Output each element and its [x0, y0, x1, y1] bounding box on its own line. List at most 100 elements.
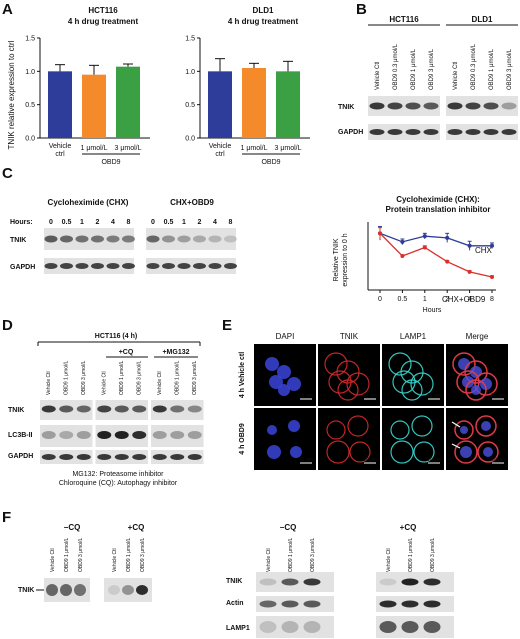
- micrograph-panel: [382, 408, 444, 470]
- tnik-band: [97, 405, 112, 413]
- tnik-band: [405, 102, 421, 110]
- y-tick-label: 0.5: [25, 102, 35, 109]
- gapdh-band: [59, 454, 74, 460]
- row-label: LC3B-II: [8, 432, 33, 439]
- gapdh-band: [41, 454, 56, 460]
- micrograph-panel: [254, 408, 316, 470]
- row-label: 4 h Vehicle ctl: [239, 352, 246, 398]
- row-label: GAPDH: [338, 129, 363, 136]
- lane-label: OBD9 3 μmol/L: [310, 537, 316, 572]
- gapdh-band: [60, 263, 73, 269]
- blot-group-label: Cycloheximide (CHX): [48, 198, 129, 207]
- blot-membrane: [446, 96, 518, 116]
- data-point: [467, 243, 472, 248]
- gapdh-band: [483, 129, 499, 135]
- chart-subtitle: Protein translation inhibitor: [386, 205, 491, 214]
- actin-band: [281, 600, 299, 608]
- tnik-band: [259, 578, 277, 586]
- gapdh-band: [152, 454, 167, 460]
- hour-label: 2: [198, 219, 202, 226]
- gapdh-band: [224, 263, 237, 269]
- lane-label: Vehicle Ctl: [375, 62, 381, 90]
- tnik-band: [447, 102, 463, 110]
- scale-label: 10 μm: [491, 457, 505, 463]
- gapdh-band: [501, 129, 517, 135]
- tnik-band: [170, 405, 185, 413]
- lane-label: OBD9 1 μmol/L: [175, 360, 181, 395]
- lane-label: OBD9 1 μmol/L: [489, 48, 495, 90]
- lane-label: OBD9 1 μmol/L: [408, 537, 414, 572]
- category-label: Vehicle: [209, 143, 232, 150]
- blot-membrane: [146, 228, 236, 250]
- blot-membrane: [256, 616, 334, 638]
- lane-label: OBD9 1 μmol/L: [288, 537, 294, 572]
- x-tick-label: 4: [468, 296, 472, 303]
- merge-nucleus: [483, 447, 493, 457]
- row-label: Actin: [226, 600, 244, 607]
- merge-nucleus: [462, 376, 474, 388]
- tnik-band: [369, 102, 385, 110]
- chart-title: DLD1: [253, 6, 274, 15]
- column-label: TNIK: [340, 332, 359, 341]
- row-label: LAMP1: [226, 625, 250, 632]
- hour-label: 8: [127, 219, 131, 226]
- cell-signal: [328, 370, 352, 394]
- hour-label: 1: [80, 219, 84, 226]
- merge-ring: [475, 415, 497, 437]
- gapdh-band: [465, 129, 481, 135]
- y-axis-label: expression to 0 h: [342, 233, 349, 286]
- tnik-band: [44, 235, 58, 243]
- tnik-band: [387, 102, 403, 110]
- scale-label: 10 μm: [427, 457, 441, 463]
- actin-band: [303, 600, 321, 608]
- lane-label: OBD9 3 μmol/L: [78, 537, 84, 572]
- gapdh-band: [177, 263, 191, 269]
- merge-ring: [454, 440, 478, 464]
- scale-label: 10 μm: [363, 457, 377, 463]
- tnik-band: [187, 405, 202, 413]
- minus-cq-label: −CQ: [280, 523, 297, 532]
- tnik-band: [146, 235, 160, 243]
- cell-signal: [413, 441, 435, 463]
- lane-label: Vehicle Ctl: [46, 371, 52, 395]
- bar: [242, 68, 266, 138]
- gapdh-band: [369, 129, 385, 135]
- lane-label: OBD9 3 μmol/L: [140, 537, 146, 572]
- gapdh-band: [97, 454, 112, 460]
- mg132-label: +MG132: [162, 349, 189, 356]
- hours-label: Hours:: [10, 219, 33, 226]
- tnik-band: [303, 578, 321, 586]
- tnik-band: [91, 235, 104, 243]
- cell-signal: [392, 370, 416, 394]
- hour-label: 8: [229, 219, 233, 226]
- row-label: TNIK: [226, 578, 242, 585]
- lane-label: OBD9 3 μmol/L: [507, 48, 513, 90]
- merge-nucleus: [460, 426, 468, 434]
- merge-ring: [477, 441, 499, 463]
- row-label: GAPDH: [8, 453, 33, 460]
- y-tick-label: 0.0: [185, 136, 195, 143]
- data-point: [400, 254, 405, 258]
- x-tick-label: 1: [423, 296, 427, 303]
- panel-label-d: D: [2, 317, 13, 334]
- cq-label: +CQ: [119, 349, 134, 356]
- group-label: OBD9: [101, 159, 120, 166]
- lc3b-band: [97, 431, 112, 439]
- arrow: [451, 443, 461, 449]
- y-tick-label: 1.5: [185, 36, 195, 43]
- hour-label: 0: [49, 219, 53, 226]
- row-label: TNIK: [8, 407, 24, 414]
- category-label: 3 μmol/L: [275, 145, 302, 152]
- cell-line-label: DLD1: [472, 15, 493, 24]
- gapdh-band: [187, 454, 202, 460]
- panel-b-western-blot: HCT116 DLD1 Vehicle Ctl OBD9 0.3 μmol/L OBD9…: [338, 15, 518, 140]
- nucleus: [265, 357, 279, 371]
- gapdh-band: [146, 263, 160, 269]
- blot-membrane: [368, 96, 440, 116]
- gapdh-band: [91, 263, 104, 269]
- hour-label: 0: [151, 219, 155, 226]
- lamp1-band: [423, 621, 441, 633]
- y-tick-label: 1.5: [25, 36, 35, 43]
- merge-nucleus: [481, 421, 491, 431]
- data-point: [378, 231, 382, 236]
